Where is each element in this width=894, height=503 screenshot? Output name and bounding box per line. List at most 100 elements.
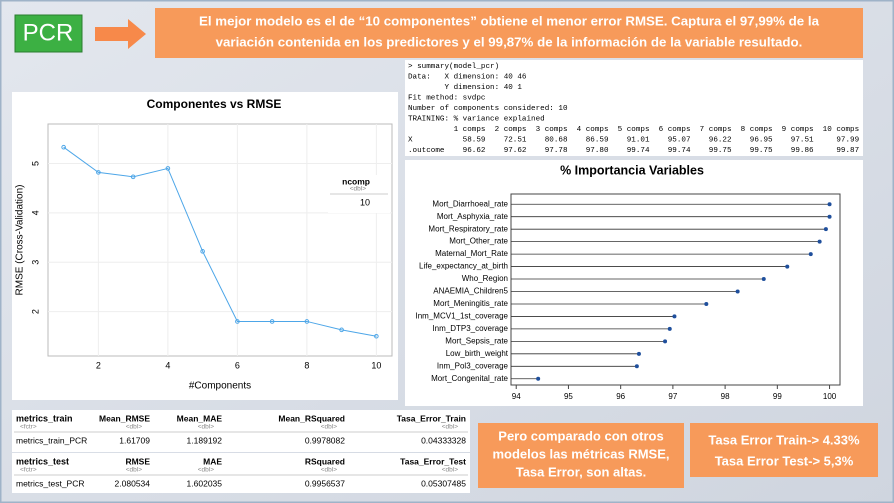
dot [823, 227, 828, 232]
summary-line: Y dimension: 40 1 [408, 84, 522, 92]
dot [827, 214, 832, 219]
table-cell: 1.189192 [187, 435, 223, 445]
y-tick-label: Mort_Sepsis_rate [445, 336, 508, 345]
y-axis-label: RMSE (Cross-Validation) [15, 185, 26, 296]
table-cell: 1.602035 [187, 478, 223, 488]
x-tick-label: 94 [512, 392, 521, 401]
summary-line: .outcome 96.62 97.62 97.78 97.80 99.74 9… [408, 147, 859, 155]
note-text: Pero comparado con otros [498, 428, 663, 443]
x-tick-label: 95 [564, 392, 573, 401]
column-type: <dbl> [321, 467, 337, 474]
dot [663, 339, 668, 344]
point [304, 319, 310, 324]
badge-text: PCR [23, 19, 74, 46]
table-box [12, 410, 470, 452]
column-type: <dbl> [321, 424, 337, 431]
y-tick-label: Mort_Congenital_rate [431, 374, 508, 383]
summary-line: 1 comps 2 comps 3 comps 4 comps 5 comps … [408, 126, 859, 134]
note-text: Tasa Error Train-> 4.33% [708, 432, 860, 447]
column-header: RSquared [305, 456, 345, 466]
column-type: <dbl> [126, 467, 142, 474]
point [96, 170, 101, 175]
point [130, 174, 136, 180]
note-text: Tasa Error, son altas. [516, 464, 647, 479]
chart-title: % Importancia Variables [560, 163, 704, 177]
dot [808, 252, 813, 257]
note-box [478, 423, 684, 488]
y-tick-label: Life_expectancy_at_birth [419, 262, 508, 271]
x-tick-label: 10 [371, 360, 381, 370]
plot-frame [510, 193, 841, 386]
y-tick-label: 5 [30, 161, 40, 166]
dot [761, 277, 766, 282]
y-tick-label: Mort_Meningitis_rate [433, 299, 508, 308]
y-tick-label: Mort_Respiratory_rate [428, 224, 508, 233]
column-header: MAE [203, 456, 222, 466]
best-type: <dbl> [350, 186, 366, 193]
point [61, 144, 66, 150]
table-name: metrics_test [16, 456, 69, 466]
table-cell: metrics_test_PCR [16, 478, 85, 488]
dot [636, 351, 641, 356]
table-cell: 2.080534 [115, 478, 151, 488]
table-type: <fctr> [20, 467, 37, 474]
y-tick-label: Inm_Pol3_coverage [437, 361, 509, 370]
dot [735, 289, 740, 294]
dot [817, 239, 822, 244]
y-tick-label: 3 [30, 260, 40, 265]
dot [672, 314, 677, 319]
arrow [95, 19, 146, 49]
table-cell: 1.61709 [119, 435, 150, 445]
table-cell: 0.9956537 [305, 478, 345, 488]
dot [634, 364, 639, 369]
column-header: Mean_RSquared [278, 413, 345, 423]
dot [785, 264, 790, 269]
line-series [63, 146, 377, 337]
y-tick-label: 4 [30, 210, 40, 215]
point [269, 319, 275, 324]
summary-line: X 58.59 72.51 80.68 86.59 91.01 95.07 96… [408, 137, 860, 145]
column-type: <dbl> [198, 424, 214, 431]
table-name: metrics_train [16, 413, 73, 423]
column-header: Tasa_Error_Train [397, 413, 466, 423]
summary-line: TRAINING: % variance explained [408, 116, 545, 124]
table-type: <fctr> [20, 424, 37, 431]
y-tick-label: Mort_Asphyxia_rate [437, 212, 509, 221]
y-tick-label: Low_birth_weight [446, 349, 509, 358]
y-tick-label: 2 [30, 309, 40, 314]
chart-box [12, 92, 398, 400]
dot [827, 202, 832, 207]
point [200, 249, 205, 254]
banner [155, 8, 863, 58]
summary-line: > summary(model_pcr) [408, 63, 499, 71]
banner-line: El mejor modelo es el de “10 componentes… [199, 14, 820, 29]
x-tick-label: 8 [304, 360, 309, 370]
summary-box [405, 60, 863, 156]
table-box [12, 453, 470, 493]
note-text: Tasa Error Test-> 5,3% [715, 453, 854, 468]
y-tick-label: Inm_DTP3_coverage [432, 324, 508, 333]
x-tick-label: 97 [668, 392, 677, 401]
dot [667, 326, 672, 331]
summary-line: Data: X dimension: 40 46 [408, 74, 527, 82]
note-text: modelos las métricas RMSE, [492, 446, 669, 461]
x-axis-label: #Components [189, 381, 251, 392]
column-type: <dbl> [126, 424, 142, 431]
column-type: <dbl> [198, 467, 214, 474]
column-header: Tasa_Error_Test [400, 456, 466, 466]
note-box [690, 423, 878, 477]
x-tick-label: 4 [165, 360, 170, 370]
column-header: RMSE [125, 456, 150, 466]
badge [14, 14, 83, 53]
summary-line: Number of components considered: 10 [408, 105, 568, 113]
table-cell: 0.05307485 [421, 478, 466, 488]
x-tick-label: 99 [773, 392, 782, 401]
x-tick-label: 98 [721, 392, 730, 401]
x-tick-label: 100 [823, 392, 837, 401]
y-tick-label: Who_Region [462, 274, 508, 283]
best-header: ncomp [342, 176, 370, 186]
banner-line: variación contenida en los predictores y… [216, 35, 803, 50]
column-type: <dbl> [442, 424, 458, 431]
y-tick-label: ANAEMIA_Children5 [433, 287, 508, 296]
